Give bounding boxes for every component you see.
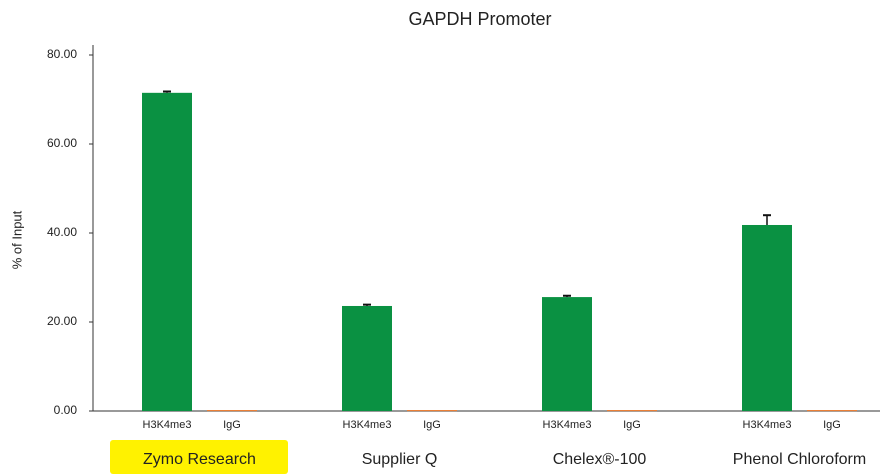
bar	[542, 297, 592, 411]
y-tick-label: 40.00	[47, 225, 77, 239]
bar	[742, 224, 792, 411]
bar	[607, 410, 657, 412]
bar	[142, 92, 192, 411]
series-label: H3K4me3	[343, 419, 392, 431]
y-tick-label: 20.00	[47, 314, 77, 328]
category-label: Zymo Research	[143, 451, 256, 468]
series-label: IgG	[423, 419, 441, 431]
series-label: IgG	[223, 419, 241, 431]
series-label: H3K4me3	[143, 419, 192, 431]
category-label: Supplier Q	[362, 451, 438, 468]
series-label: H3K4me3	[543, 419, 592, 431]
series-label: H3K4me3	[743, 419, 792, 431]
series-label: IgG	[823, 419, 841, 431]
y-axis-label: % of Input	[9, 210, 24, 269]
bar	[407, 410, 457, 412]
highlight	[110, 440, 288, 474]
series-label: IgG	[623, 419, 641, 431]
category-label: Phenol Chloroform	[733, 451, 866, 468]
category-label: Chelex®-100	[553, 451, 647, 468]
y-tick-label: 80.00	[47, 47, 77, 61]
chart-title: GAPDH Promoter	[408, 9, 551, 29]
y-tick-label: 60.00	[47, 136, 77, 150]
bar	[207, 410, 257, 412]
y-tick-label: 0.00	[54, 403, 78, 417]
bar	[807, 410, 857, 412]
bar	[342, 305, 392, 411]
